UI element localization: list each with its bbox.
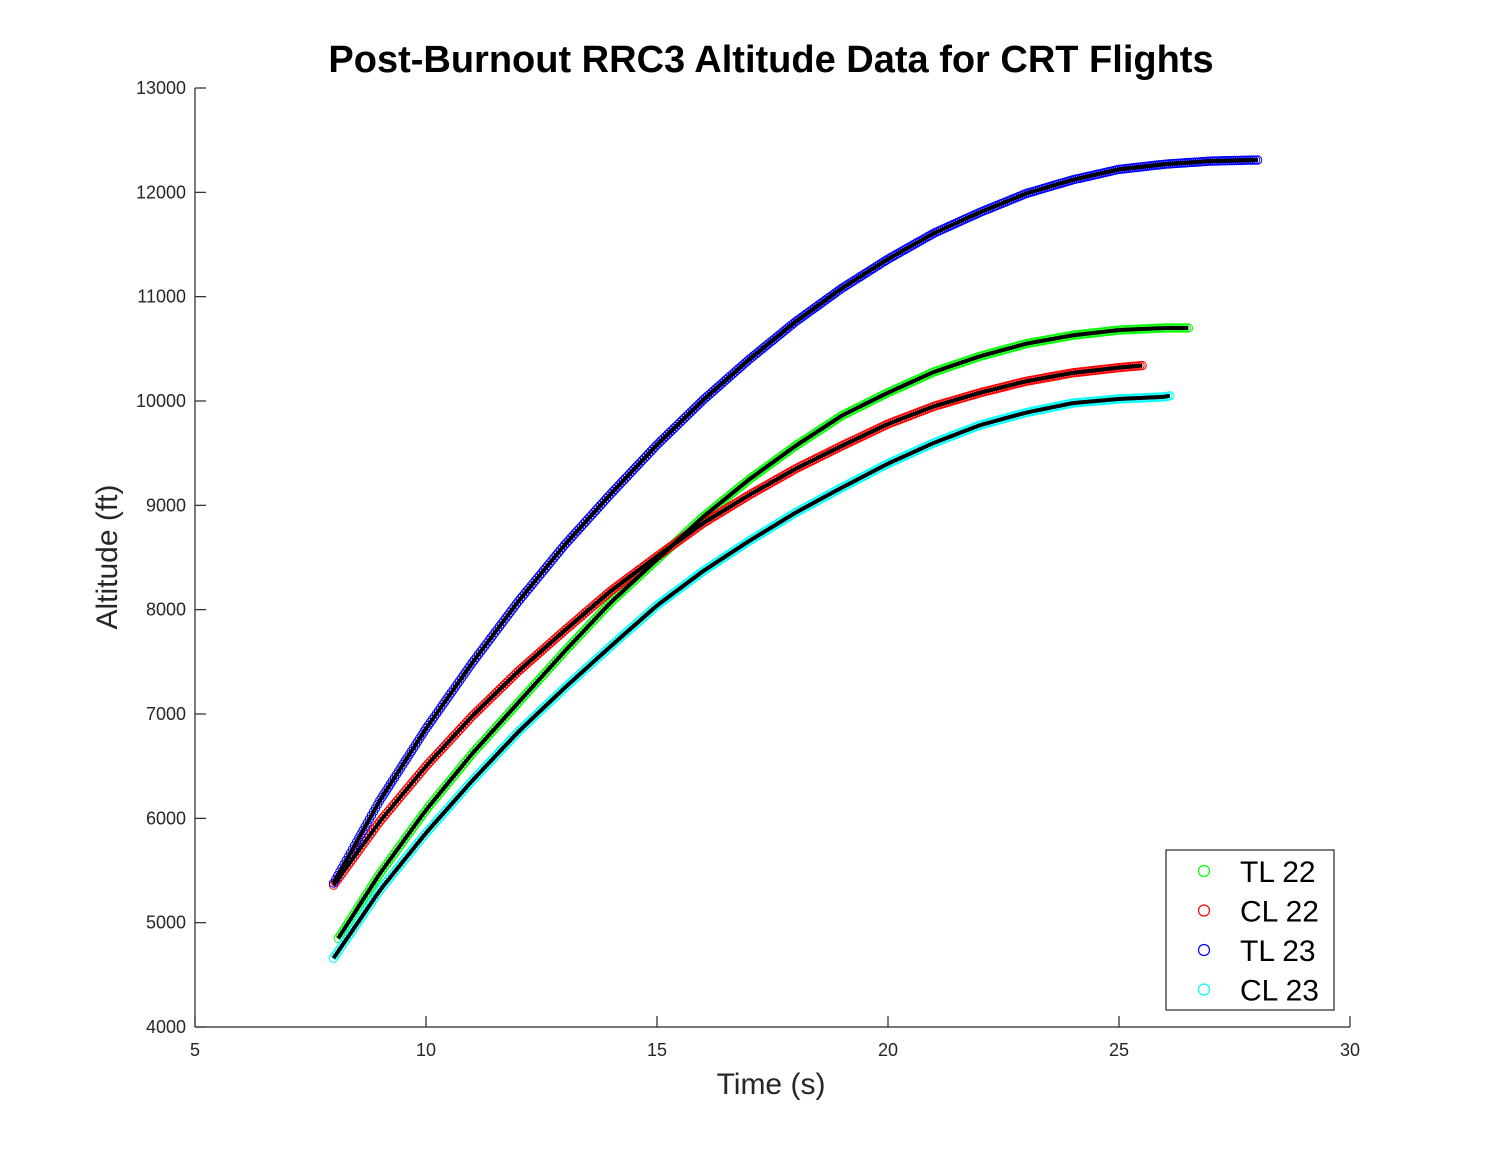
series-layer bbox=[328, 155, 1263, 963]
fit-curve-cl-22 bbox=[331, 363, 1143, 887]
legend-entry: CL 23 bbox=[1197, 975, 1319, 1008]
legend-label: TL 22 bbox=[1240, 856, 1316, 889]
x-axis-ticks: 5 10 15 20 25 30 bbox=[190, 1016, 1360, 1060]
legend-entry: CL 22 bbox=[1197, 896, 1319, 929]
x-tick-label: 25 bbox=[1109, 1040, 1129, 1060]
legend-marker bbox=[1197, 864, 1211, 878]
y-tick-label: 12000 bbox=[136, 182, 186, 202]
x-tick-label: 10 bbox=[416, 1040, 436, 1060]
legend-label: TL 23 bbox=[1240, 935, 1316, 968]
chart-title: Post-Burnout RRC3 Altitude Data for CRT … bbox=[328, 39, 1213, 81]
legend-marker bbox=[1197, 983, 1211, 996]
legend-box bbox=[1165, 849, 1335, 1011]
plot-area: 5 10 15 20 25 30 4000 5000 6000 7000 8000 9000 1000… bbox=[136, 78, 1360, 1060]
data-point bbox=[350, 907, 360, 917]
legend-label: CL 22 bbox=[1240, 896, 1319, 929]
legend-marker bbox=[1197, 943, 1211, 957]
x-tick-label: 5 bbox=[190, 1040, 200, 1060]
y-tick-label: 10000 bbox=[136, 391, 186, 411]
series-tl-22 bbox=[333, 323, 1194, 944]
y-tick-label: 4000 bbox=[146, 1017, 186, 1037]
x-tick-label: 30 bbox=[1340, 1040, 1360, 1060]
y-tick-label: 7000 bbox=[146, 704, 186, 724]
x-tick-label: 15 bbox=[647, 1040, 667, 1060]
y-tick-label: 11000 bbox=[137, 287, 186, 307]
x-tick-label: 20 bbox=[878, 1040, 898, 1060]
legend-entry: TL 22 bbox=[1197, 856, 1316, 889]
y-tick-label: 13000 bbox=[136, 78, 186, 98]
fit-curve-cl-23 bbox=[331, 393, 1171, 960]
y-tick-label: 6000 bbox=[146, 808, 186, 828]
legend-marker bbox=[1197, 904, 1211, 917]
y-axis-ticks: 4000 5000 6000 7000 8000 9000 10000 11000 12000 1… bbox=[136, 78, 206, 1037]
data-point bbox=[358, 894, 369, 904]
legend-entries: TL 22 CL 22 TL 23 CL 23 bbox=[1197, 856, 1319, 1008]
data-point bbox=[362, 887, 373, 898]
y-tick-label: 5000 bbox=[146, 913, 186, 933]
y-tick-label: 8000 bbox=[146, 600, 186, 620]
fit-curve-tl-22 bbox=[336, 325, 1189, 940]
y-tick-label: 9000 bbox=[146, 495, 186, 515]
data-point bbox=[367, 881, 377, 891]
legend-entry: TL 23 bbox=[1197, 935, 1316, 968]
legend-label: CL 23 bbox=[1240, 975, 1319, 1008]
fit-curve-tl-23 bbox=[331, 157, 1258, 884]
x-axis-label: Time (s) bbox=[717, 1068, 826, 1101]
fit-curves-layer bbox=[331, 157, 1258, 960]
data-point bbox=[354, 900, 364, 911]
legend: TL 22 CL 22 TL 23 CL 23 bbox=[1165, 849, 1335, 1011]
y-axis-label: Altitude (ft) bbox=[91, 484, 124, 629]
